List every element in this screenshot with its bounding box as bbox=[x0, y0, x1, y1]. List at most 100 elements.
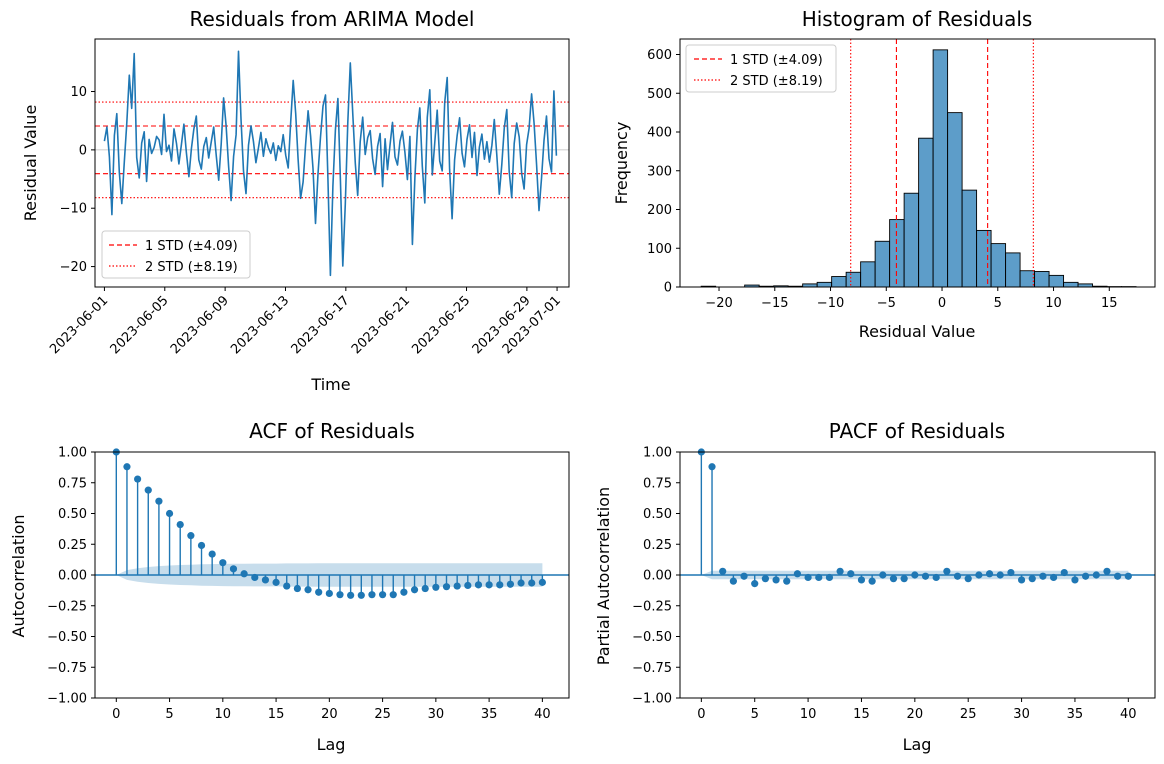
histogram-xlabel: Residual Value bbox=[859, 322, 976, 341]
histogram-bar bbox=[1048, 274, 1065, 288]
residuals-ytick-label: −10 bbox=[60, 202, 87, 217]
acf-y-ticks: −1.00 −0.75 −0.50 −0.25 0.00 0.25 0.50 0.75 1.00 bbox=[47, 446, 95, 707]
pacf-stem-marker bbox=[1039, 572, 1047, 580]
pacf-ytick-label: 1.00 bbox=[643, 446, 672, 461]
pacf-stem-marker bbox=[1103, 567, 1111, 575]
pacf-stem-marker bbox=[836, 567, 844, 575]
histogram-xtick-label: 5 bbox=[994, 296, 1002, 311]
histogram-ytick-label: 400 bbox=[647, 126, 672, 141]
pacf-stem-marker bbox=[964, 575, 972, 583]
histogram-xtick-label: 0 bbox=[938, 296, 946, 311]
residuals-y-ticks: −20 −10 0 10 bbox=[60, 85, 95, 275]
acf-stem-marker bbox=[240, 570, 248, 578]
pacf-stems bbox=[697, 448, 1132, 588]
pacf-stem-marker bbox=[1092, 571, 1100, 579]
acf-stem-marker bbox=[123, 463, 131, 471]
acf-stem-marker bbox=[464, 581, 472, 590]
acf-stem-marker bbox=[165, 509, 174, 518]
pacf-stem-marker bbox=[975, 571, 983, 579]
histogram-ytick-label: 100 bbox=[647, 242, 672, 257]
pacf-ytick-label: −0.25 bbox=[632, 599, 672, 614]
pacf-ytick-label: 0.25 bbox=[643, 538, 672, 553]
acf-xlabel: Lag bbox=[317, 735, 346, 754]
pacf-xtick-label: 35 bbox=[1067, 707, 1084, 722]
histogram-bar bbox=[932, 49, 949, 288]
acf-stem-marker bbox=[410, 586, 419, 594]
acf-ytick-label: 1.00 bbox=[58, 446, 87, 461]
pacf-stem-marker bbox=[900, 575, 908, 583]
acf-stem-marker bbox=[506, 580, 515, 588]
pacf-xtick-label: 20 bbox=[907, 707, 924, 722]
pacf-stem-marker bbox=[1007, 568, 1015, 577]
acf-xtick-label: 5 bbox=[165, 707, 173, 722]
acf-xtick-label: 10 bbox=[215, 707, 232, 722]
residuals-xtick-label: 2023-06-21 bbox=[349, 293, 413, 357]
pacf-stem-marker bbox=[751, 580, 759, 588]
acf-ytick-label: −0.75 bbox=[47, 661, 87, 676]
pacf-stem-marker bbox=[1124, 572, 1132, 580]
acf-stem-marker bbox=[336, 591, 344, 599]
residuals-std-lines bbox=[95, 101, 569, 199]
residuals-series-line bbox=[103, 50, 558, 277]
histogram-ytick-label: 200 bbox=[647, 203, 672, 218]
pacf-stem-marker bbox=[1082, 572, 1090, 580]
acf-stem-marker bbox=[442, 583, 451, 591]
histogram-bar bbox=[990, 243, 1007, 288]
residuals-legend-1std-label: 1 STD (±4.09) bbox=[145, 239, 238, 254]
pacf-title: PACF of Residuals bbox=[829, 419, 1005, 443]
residuals-axes-frame bbox=[94, 38, 570, 288]
histogram-bar bbox=[845, 271, 862, 288]
histogram-xtick-label: −15 bbox=[761, 296, 788, 311]
acf-stem-marker bbox=[208, 550, 216, 558]
residuals-legend-box bbox=[101, 230, 251, 279]
acf-stem-marker bbox=[144, 486, 152, 494]
pacf-ytick-label: 0.75 bbox=[643, 476, 672, 491]
acf-panel: ACF of Residuals −1.00 −0.75 −0.50 −0.25 0.0… bbox=[9, 419, 570, 754]
acf-stem-marker bbox=[528, 579, 536, 587]
histogram-axes-frame bbox=[679, 38, 1156, 288]
residuals-title: Residuals from ARIMA Model bbox=[190, 7, 475, 31]
residuals-ytick-label: −20 bbox=[60, 260, 87, 275]
pacf-stem-marker bbox=[1017, 576, 1026, 584]
histogram-bar bbox=[889, 219, 905, 288]
pacf-stem-marker bbox=[996, 571, 1004, 579]
pacf-stem-marker bbox=[911, 571, 919, 579]
acf-stem-marker bbox=[474, 581, 483, 589]
pacf-stem-marker bbox=[793, 570, 802, 578]
residuals-x-ticks: 2023-06-012023-06-052023-06-092023-06-13… bbox=[47, 287, 564, 357]
residuals-xtick-label: 2023-06-05 bbox=[108, 293, 172, 357]
acf-xtick-label: 20 bbox=[321, 707, 338, 722]
histogram-bar bbox=[1005, 252, 1021, 288]
acf-stem-marker bbox=[347, 591, 355, 599]
histogram-bar bbox=[1063, 281, 1079, 288]
acf-stem-marker bbox=[378, 591, 387, 599]
acf-stem-marker bbox=[229, 565, 238, 573]
histogram-legend-2std-label: 2 STD (±8.19) bbox=[730, 74, 823, 89]
pacf-xtick-label: 0 bbox=[697, 707, 705, 722]
pacf-stem-marker bbox=[729, 577, 737, 585]
acf-ytick-label: 0.25 bbox=[58, 538, 87, 553]
acf-stem-marker bbox=[155, 497, 163, 505]
acf-title: ACF of Residuals bbox=[249, 419, 415, 443]
acf-stem-marker bbox=[293, 584, 301, 593]
histogram-y-ticks: 0 100 200 300 400 500 600 bbox=[647, 48, 680, 296]
pacf-xtick-label: 10 bbox=[800, 707, 817, 722]
pacf-stem-marker bbox=[815, 573, 823, 582]
acf-stem-marker bbox=[485, 581, 493, 589]
acf-xtick-label: 15 bbox=[268, 707, 285, 722]
acf-xtick-label: 40 bbox=[534, 707, 551, 722]
acf-stem-marker bbox=[389, 591, 397, 599]
residuals-xtick-label: 2023-06-13 bbox=[228, 293, 292, 357]
acf-ytick-label: 0.00 bbox=[58, 569, 87, 584]
pacf-stem-marker bbox=[953, 572, 962, 580]
residuals-legend-2std-label: 2 STD (±8.19) bbox=[145, 260, 238, 275]
pacf-stem-marker bbox=[1071, 576, 1079, 584]
histogram-bar bbox=[860, 261, 876, 288]
pacf-stem-marker bbox=[1028, 575, 1036, 583]
histogram-std-lines bbox=[850, 39, 1034, 287]
residuals-panel: Residuals from ARIMA Model −20 −10 0 10 202… bbox=[21, 7, 570, 394]
histogram-xtick-label: −20 bbox=[705, 296, 732, 311]
pacf-stem-marker bbox=[825, 573, 834, 582]
acf-xtick-label: 35 bbox=[481, 707, 498, 722]
